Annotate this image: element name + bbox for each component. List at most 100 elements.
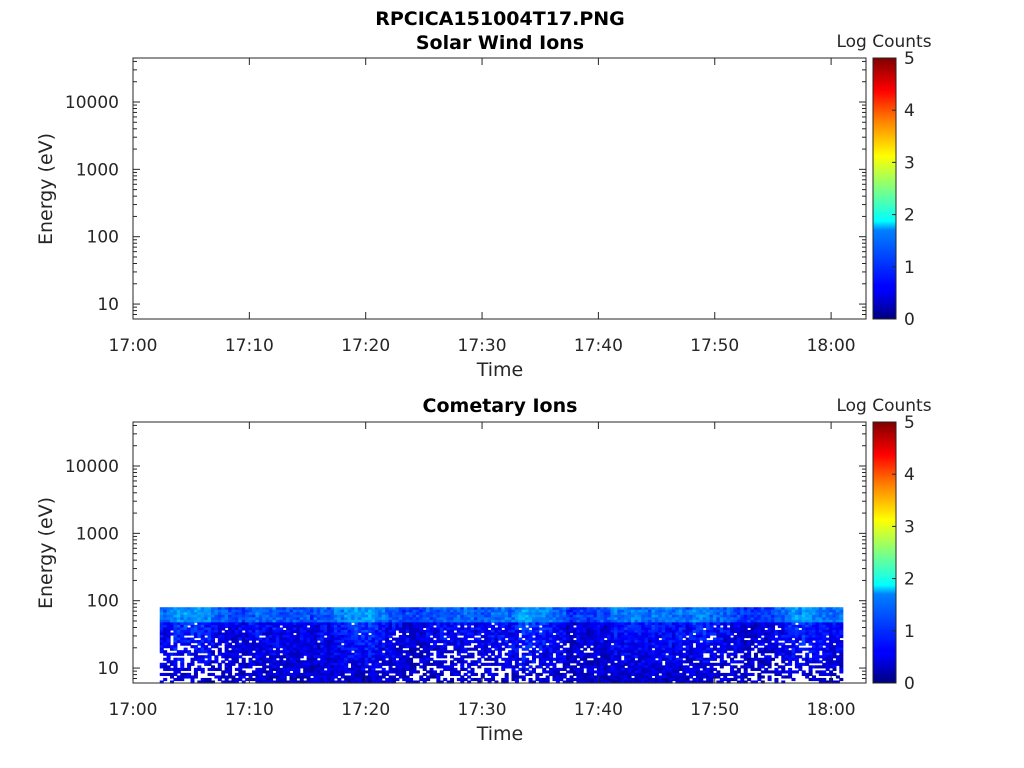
heatmap-cell <box>193 670 198 674</box>
heatmap-cell <box>566 662 571 666</box>
heatmap-cell <box>767 657 772 661</box>
heatmap-cell <box>306 629 311 634</box>
heatmap-cell <box>514 665 519 669</box>
heatmap-cell <box>572 677 577 682</box>
heatmap-cell <box>272 629 277 634</box>
heatmap-cell <box>494 655 499 659</box>
heatmap-cell <box>484 650 489 654</box>
heatmap-cell <box>610 672 615 677</box>
heatmap-cell <box>241 657 246 661</box>
heatmap-cell <box>224 632 229 636</box>
heatmap-cell <box>337 635 342 639</box>
heatmap-cell <box>460 645 465 649</box>
heatmap-cell <box>190 680 195 684</box>
heatmap-cell <box>221 672 226 677</box>
heatmap-cell <box>361 657 366 661</box>
heatmap-cell <box>538 647 543 651</box>
heatmap-cell <box>282 662 287 666</box>
heatmap-cell <box>511 635 516 639</box>
heatmap-cell <box>514 635 519 639</box>
heatmap-cell <box>269 632 274 636</box>
heatmap-cell <box>624 677 629 682</box>
heatmap-cell <box>538 619 543 623</box>
heatmap-cell <box>730 627 735 631</box>
heatmap-cell <box>409 662 414 666</box>
heatmap-cell <box>699 642 704 646</box>
heatmap-cell <box>224 665 229 669</box>
heatmap-cell <box>453 632 458 636</box>
heatmap-cell <box>583 627 588 631</box>
heatmap-cell <box>487 677 492 682</box>
heatmap-cell <box>269 670 274 674</box>
heatmap-cell <box>238 612 243 616</box>
heatmap-cell <box>391 647 396 651</box>
heatmap-cell <box>170 645 175 649</box>
heatmap-cell <box>248 665 253 669</box>
heatmap-cell <box>275 647 280 651</box>
heatmap-cell <box>456 642 461 646</box>
heatmap-cell <box>689 672 694 677</box>
heatmap-cell <box>456 640 461 644</box>
heatmap-cell <box>631 657 636 661</box>
heatmap-cell <box>296 660 301 664</box>
heatmap-cell <box>603 609 608 613</box>
heatmap-cell <box>525 607 530 611</box>
heatmap-cell <box>330 650 335 654</box>
heatmap-cell <box>671 629 677 634</box>
heatmap-cell <box>531 612 536 616</box>
heatmap-cell <box>460 642 465 646</box>
heatmap-cell <box>757 624 762 629</box>
heatmap-cell <box>593 657 598 661</box>
heatmap-cell <box>600 657 605 661</box>
heatmap-cell <box>654 660 659 664</box>
heatmap-cell <box>446 665 451 669</box>
heatmap-cell <box>545 645 550 649</box>
heatmap-cell <box>808 647 813 651</box>
heatmap-cell <box>613 607 618 611</box>
heatmap-cell <box>613 672 618 677</box>
heatmap-cell <box>412 670 417 674</box>
heatmap-cell <box>422 614 427 618</box>
heatmap-cell <box>610 609 615 613</box>
heatmap-cell <box>743 619 748 623</box>
heatmap-cell <box>439 660 444 664</box>
heatmap-cell <box>385 629 390 634</box>
heatmap-cell <box>648 614 653 618</box>
heatmap-cell <box>398 675 403 679</box>
heatmap-cell <box>501 640 506 644</box>
heatmap-cell <box>368 652 373 656</box>
heatmap-cell <box>409 652 414 656</box>
heatmap-cell <box>378 650 383 654</box>
heatmap-cell <box>805 617 810 621</box>
heatmap-cell <box>180 619 185 623</box>
heatmap-cell <box>265 657 270 661</box>
heatmap-cell <box>258 629 263 634</box>
heatmap-cell <box>221 675 226 679</box>
heatmap-cell <box>170 667 175 671</box>
heatmap-cell <box>552 612 557 616</box>
heatmap-cell <box>487 632 492 636</box>
heatmap-cell <box>668 677 673 682</box>
heatmap-cell <box>289 650 294 654</box>
heatmap-cell <box>344 629 349 634</box>
x-tick-label: 17:00 <box>109 336 158 356</box>
heatmap-cell <box>426 645 431 649</box>
heatmap-cell <box>504 677 509 682</box>
heatmap-cell <box>654 607 659 611</box>
heatmap-cell <box>521 647 526 651</box>
heatmap-cell <box>620 652 625 656</box>
heatmap-cell <box>238 675 243 679</box>
heatmap-cell <box>788 635 793 639</box>
heatmap-cell <box>637 655 642 659</box>
heatmap-cell <box>689 652 694 656</box>
heatmap-cell <box>265 647 270 651</box>
heatmap-cell <box>405 640 410 644</box>
heatmap-cell <box>262 670 267 674</box>
heatmap-cell <box>381 647 386 651</box>
heatmap-cell <box>678 645 683 649</box>
heatmap-cell <box>272 612 277 616</box>
heatmap-cell <box>525 662 530 666</box>
heatmap-cell <box>637 614 642 618</box>
heatmap-cell <box>682 612 687 616</box>
heatmap-cell <box>596 614 601 618</box>
